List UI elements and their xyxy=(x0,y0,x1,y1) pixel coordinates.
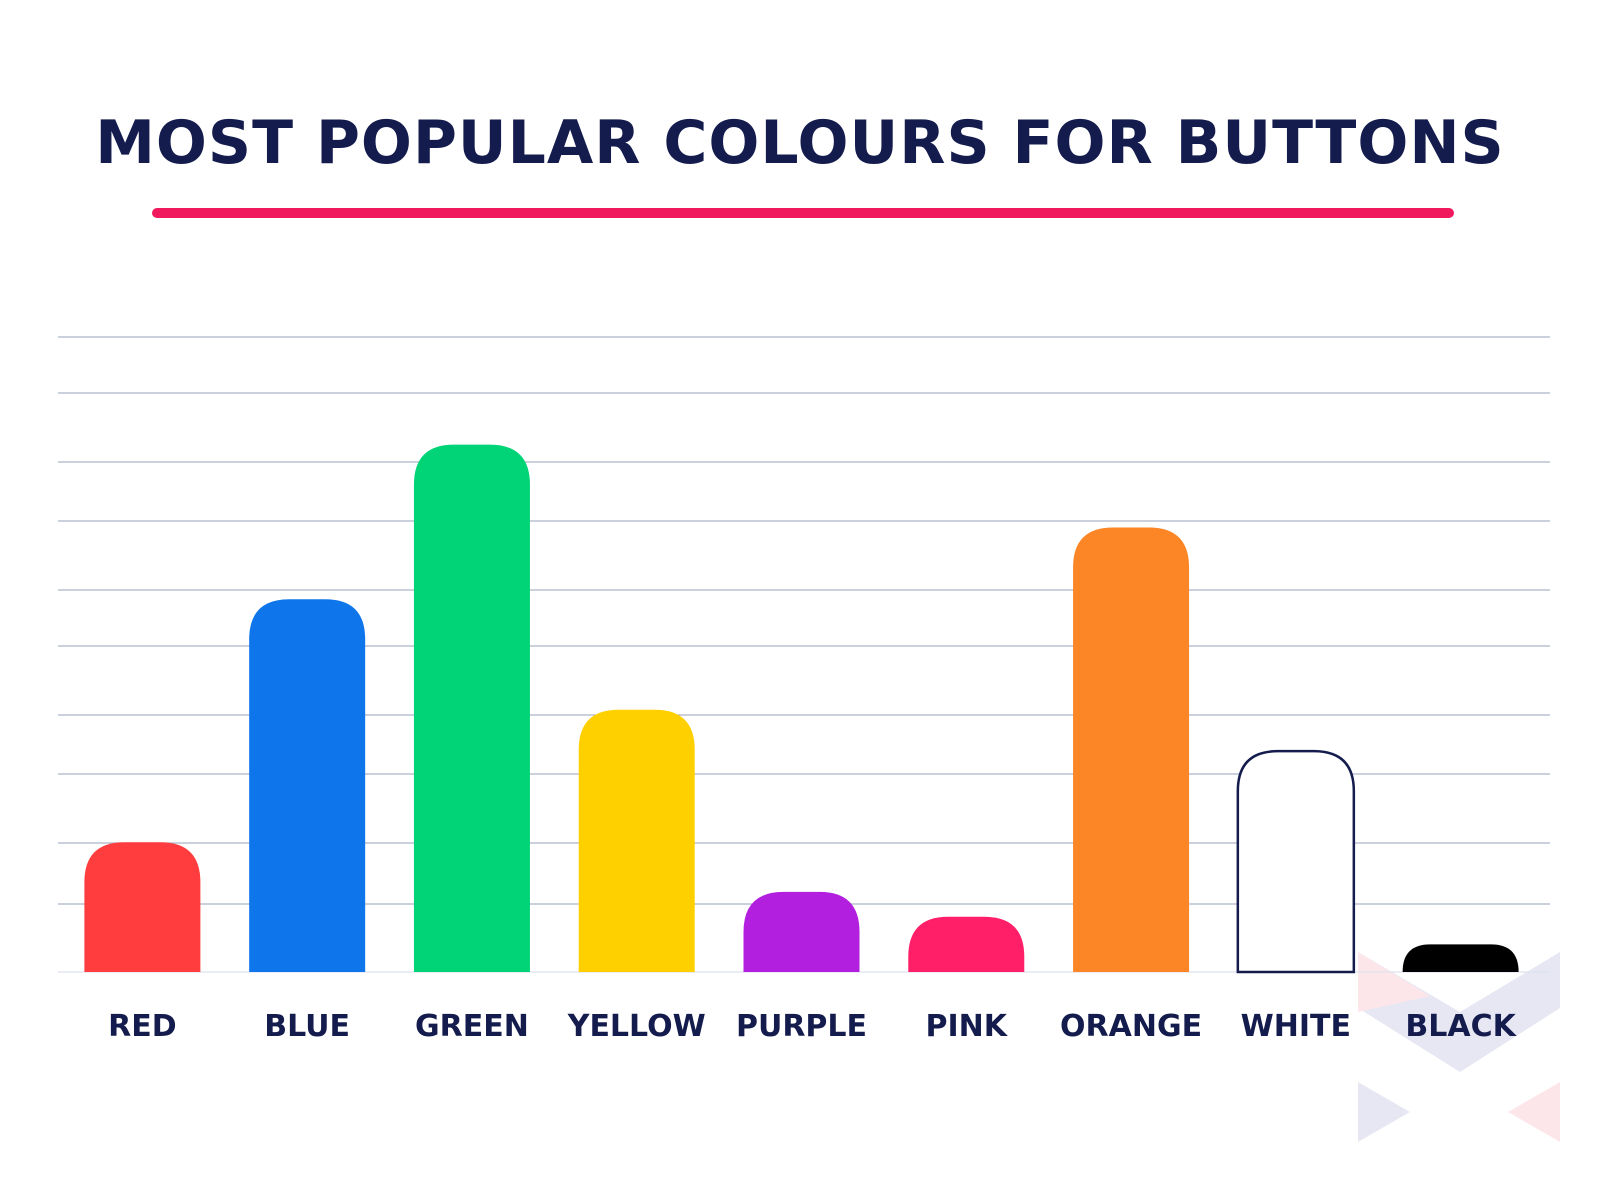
bar-white xyxy=(1236,749,1356,974)
title-underline xyxy=(152,208,1454,218)
x-tick-label-purple: PURPLE xyxy=(736,1009,867,1044)
bar-orange xyxy=(1073,527,1190,972)
bar-purple xyxy=(743,891,860,972)
bar-blue xyxy=(249,599,366,972)
x-tick-label-black: BLACK xyxy=(1405,1009,1517,1044)
bar-green xyxy=(413,444,530,972)
bar-black xyxy=(1402,944,1519,972)
logo-shape-top xyxy=(1358,952,1560,1072)
bar-red xyxy=(84,842,201,972)
x-tick-label-pink: PINK xyxy=(926,1009,1009,1044)
bars xyxy=(84,444,1519,974)
logo-triangle-left xyxy=(1358,1082,1410,1142)
category-labels: RED BLUE GREEN YELLOW PURPLE PINK ORANGE WHITE B… xyxy=(108,1009,1517,1044)
logo-shape-accent xyxy=(1358,952,1430,1012)
x-tick-label-green: GREEN xyxy=(415,1009,529,1044)
x-tick-label-orange: ORANGE xyxy=(1060,1009,1202,1044)
bar-yellow xyxy=(578,709,695,972)
logo-watermark xyxy=(1358,952,1560,1142)
x-tick-label-blue: BLUE xyxy=(264,1009,350,1044)
bar-pink xyxy=(908,916,1025,972)
logo-triangle-right xyxy=(1508,1082,1560,1142)
x-tick-label-yellow: YELLOW xyxy=(567,1009,706,1044)
x-tick-label-red: RED xyxy=(108,1009,177,1044)
x-tick-label-white: WHITE xyxy=(1241,1009,1351,1044)
chart-title: MOST POPULAR COLOURS FOR BUTTONS xyxy=(95,108,1505,178)
